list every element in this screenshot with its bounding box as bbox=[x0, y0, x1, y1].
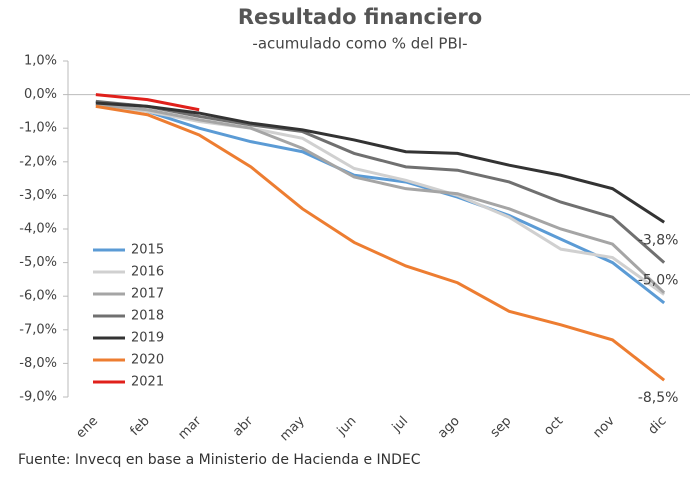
series-line bbox=[95, 99, 666, 305]
y-tick-label: -4,0% bbox=[19, 222, 57, 237]
x-tick-label: abr bbox=[230, 413, 256, 439]
x-tick-label: ago bbox=[435, 414, 463, 442]
series-line bbox=[95, 101, 665, 224]
y-tick-label: -2,0% bbox=[19, 154, 57, 169]
chart-subtitle: -acumulado como % del PBI- bbox=[252, 35, 467, 53]
x-tick-label: may bbox=[277, 413, 308, 444]
y-tick-label: -1,0% bbox=[19, 121, 57, 136]
y-tick-label: 1,0% bbox=[24, 54, 57, 69]
x-tick-label: jul bbox=[389, 414, 411, 436]
y-tick-label: -7,0% bbox=[19, 322, 57, 337]
legend-label: 2016 bbox=[131, 265, 164, 280]
x-tick-label: mar bbox=[175, 413, 204, 442]
value-label: -3,8% bbox=[638, 232, 679, 248]
series-line bbox=[95, 99, 666, 264]
x-tick-label: feb bbox=[127, 414, 152, 439]
legend-label: 2020 bbox=[131, 353, 164, 368]
x-tick-label: ene bbox=[73, 414, 101, 442]
x-tick-label: dic bbox=[645, 414, 669, 438]
y-tick-label: -5,0% bbox=[19, 255, 57, 270]
legend-label: 2015 bbox=[131, 243, 164, 258]
y-tick-label: -8,0% bbox=[19, 356, 57, 371]
series-line bbox=[95, 104, 666, 382]
series-line bbox=[95, 93, 200, 112]
x-tick-label: oct bbox=[541, 414, 566, 439]
legend-label: 2018 bbox=[131, 309, 164, 324]
source: Fuente: Invecq en base a Ministerio de H… bbox=[18, 452, 421, 468]
value-label: -5,0% bbox=[638, 273, 679, 289]
y-tick-label: -6,0% bbox=[19, 289, 57, 304]
legend-label: 2021 bbox=[131, 375, 164, 390]
y-tick-label: 0,0% bbox=[24, 87, 57, 102]
x-tick-label: nov bbox=[590, 413, 618, 441]
series-line bbox=[95, 103, 666, 294]
y-tick-label: -3,0% bbox=[19, 188, 57, 203]
series-line bbox=[95, 103, 666, 296]
x-tick-label: sep bbox=[488, 414, 515, 441]
value-label: -8,5% bbox=[638, 390, 679, 406]
y-tick-label: -9,0% bbox=[19, 390, 57, 405]
legend-label: 2017 bbox=[131, 287, 164, 302]
legend-label: 2019 bbox=[131, 331, 164, 346]
x-tick-label: jun bbox=[334, 414, 360, 440]
chart-title: Resultado financiero bbox=[238, 5, 482, 29]
